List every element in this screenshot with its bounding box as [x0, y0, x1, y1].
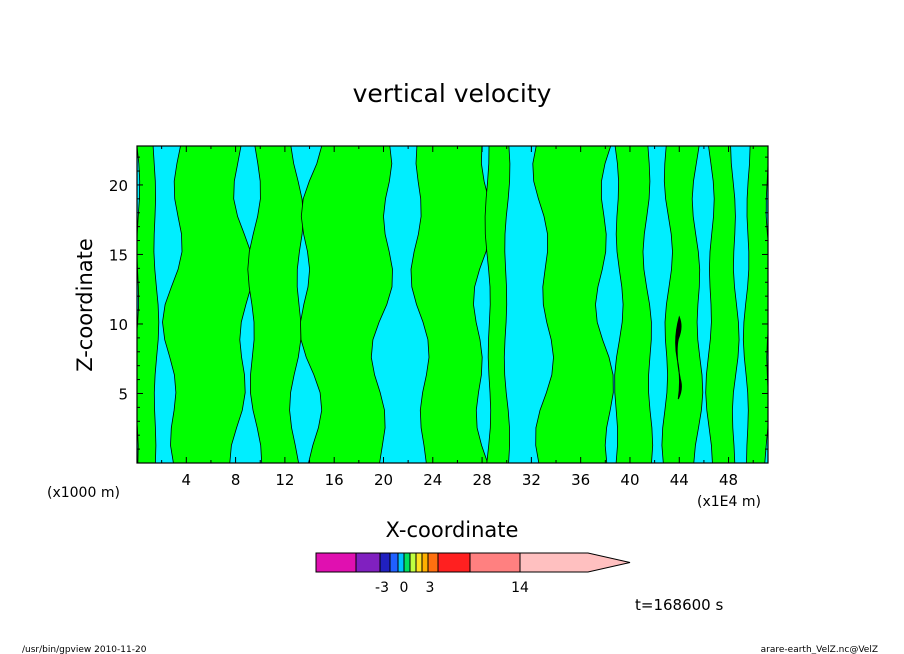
colorbar-segment — [397, 552, 405, 573]
updraft-band — [705, 146, 740, 463]
x-tick-label: 4 — [182, 471, 192, 489]
colorbar-segment — [415, 552, 423, 573]
x-unit-left: (x1000 m) — [47, 485, 120, 501]
footer-right: arare-earth_VelZ.nc@VelZ — [761, 645, 878, 654]
footer-left: /usr/bin/gpview 2010-11-20 — [22, 645, 147, 654]
colorbar-segment — [389, 552, 399, 573]
updraft-band — [661, 146, 704, 463]
colorbar-segment — [403, 552, 411, 573]
y-tick-label: 10 — [109, 316, 128, 334]
colorbar-tick-label: 0 — [400, 580, 409, 596]
plot-area — [137, 146, 768, 463]
plot-frame — [136, 145, 769, 464]
colorbar-tick-label: 3 — [426, 580, 435, 596]
y-axis: 5 10 15 20 — [109, 156, 768, 450]
updraft-band — [742, 146, 768, 463]
y-tick-label: 5 — [118, 385, 128, 403]
contour-field — [137, 146, 768, 463]
y-axis-label: Z-coordinate — [73, 238, 97, 372]
x-tick-label: 40 — [620, 471, 639, 489]
x-tick-label: 28 — [473, 471, 492, 489]
colorbar-segment — [469, 552, 521, 573]
updraft-band — [614, 146, 654, 463]
y-tick-label: 15 — [109, 246, 128, 264]
x-axis-label: X-coordinate — [386, 518, 519, 542]
colorbar-segment — [427, 552, 439, 573]
x-tick-label: 48 — [719, 471, 738, 489]
chart-title: vertical velocity — [353, 79, 552, 108]
colorbar-segment — [379, 552, 391, 573]
colorbar-tick-label: -3 — [375, 580, 389, 596]
x-unit-right: (x1E4 m) — [697, 494, 761, 510]
colorbar-tick-label: 14 — [511, 580, 529, 596]
colorbar-segment — [355, 552, 381, 573]
updraft-band — [300, 146, 393, 463]
x-tick-label: 16 — [325, 471, 344, 489]
colorbar-segment — [409, 552, 417, 573]
time-label: t=168600 s — [635, 596, 723, 614]
colorbar: -3 0 3 14 — [315, 552, 631, 596]
updraft-band — [532, 146, 614, 463]
x-tick-label: 8 — [231, 471, 241, 489]
y-tick-label: 20 — [109, 177, 128, 195]
colorbar-segment — [315, 552, 357, 573]
colorbar-segment — [437, 552, 471, 573]
updraft-band — [484, 146, 511, 463]
colorbar-segment — [421, 552, 429, 573]
x-tick-label: 24 — [423, 471, 442, 489]
updraft-band — [162, 146, 254, 463]
x-axis: 4 8 12 16 20 24 28 32 36 40 44 48 — [161, 146, 754, 489]
x-tick-label: 44 — [670, 471, 689, 489]
x-tick-label: 20 — [374, 471, 393, 489]
updraft-band — [247, 146, 304, 463]
x-tick-label: 12 — [275, 471, 294, 489]
x-tick-label: 32 — [522, 471, 541, 489]
strong-updraft-cell — [675, 315, 682, 400]
colorbar-segment — [519, 552, 631, 573]
x-tick-label: 36 — [571, 471, 590, 489]
